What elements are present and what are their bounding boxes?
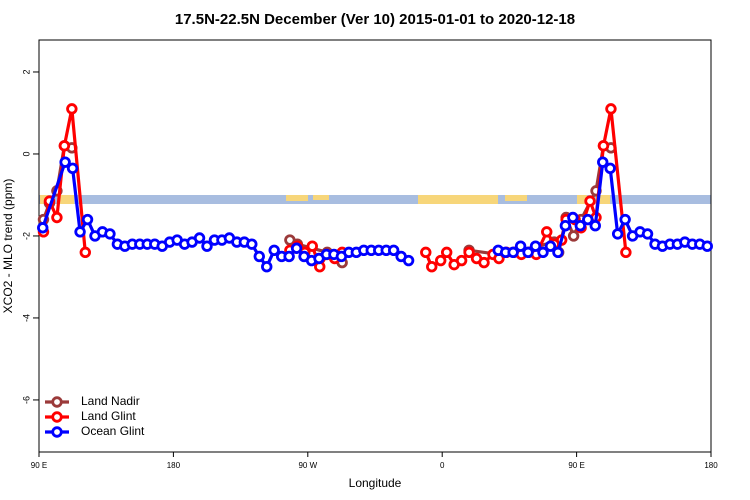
x-tick-label: 180 — [167, 461, 181, 470]
data-point — [701, 240, 713, 252]
y-tick-label: 2 — [21, 69, 31, 74]
y-axis-label: XCO2 - MLO trend (ppm) — [1, 179, 15, 314]
legend-marker — [51, 426, 63, 438]
data-point — [268, 244, 280, 257]
data-point — [584, 195, 596, 207]
data-point — [641, 228, 654, 240]
legend-label: Land Nadir — [81, 394, 140, 408]
data-point — [193, 232, 206, 244]
data-point — [552, 246, 564, 259]
data-point — [201, 240, 213, 252]
data-point — [589, 220, 601, 232]
data-point — [387, 244, 400, 257]
land-patch — [505, 195, 527, 201]
x-tick-label: 180 — [704, 461, 718, 470]
data-point — [81, 213, 94, 226]
data-point — [253, 250, 265, 263]
x-axis-label: Longitude — [349, 476, 402, 490]
data-point — [522, 246, 534, 259]
data-point — [290, 242, 303, 254]
data-point — [435, 254, 447, 267]
data-point — [567, 211, 579, 224]
legend-label: Ocean Glint — [81, 424, 145, 438]
land-patch — [596, 195, 610, 204]
data-point — [283, 250, 295, 263]
data-point — [514, 240, 527, 252]
x-tick-label: 0 — [440, 461, 445, 470]
data-point — [66, 162, 79, 175]
land-patch — [286, 195, 308, 201]
data-point — [611, 228, 624, 240]
data-point — [619, 213, 631, 226]
land-patch — [577, 195, 587, 204]
data-point — [59, 156, 71, 168]
land-patch — [418, 195, 498, 204]
data-point — [261, 261, 273, 273]
y-tick-label: -6 — [21, 396, 31, 404]
data-point — [420, 246, 432, 259]
data-point — [567, 230, 580, 242]
ocean-strip — [39, 195, 711, 204]
y-tick-label: 0 — [21, 151, 31, 156]
chart-title: 17.5N-22.5N December (Ver 10) 2015-01-01… — [175, 11, 575, 28]
x-tick-label: 90 E — [568, 461, 584, 470]
data-point — [582, 213, 594, 226]
data-point — [559, 220, 572, 232]
land-patch — [60, 195, 74, 204]
data-point — [66, 103, 78, 115]
y-tick-label: -4 — [21, 314, 31, 322]
data-point — [58, 140, 71, 152]
data-point — [537, 246, 549, 259]
data-point — [455, 254, 468, 267]
data-point — [574, 220, 587, 232]
y-tick-label: -2 — [21, 232, 31, 240]
data-point — [246, 238, 258, 250]
legend-label: Land Glint — [81, 409, 136, 423]
legend-marker — [51, 396, 63, 408]
data-point — [463, 246, 475, 259]
data-point — [306, 240, 318, 252]
data-point — [402, 254, 415, 267]
data-point — [529, 240, 542, 252]
data-point — [79, 246, 91, 259]
data-point — [440, 246, 453, 259]
data-point — [51, 211, 63, 224]
legend-marker — [51, 411, 63, 423]
data-point — [604, 162, 616, 175]
data-point — [478, 256, 490, 269]
land-ocean-strip — [39, 195, 711, 204]
data-point — [605, 103, 617, 115]
x-tick-label: 90 W — [298, 461, 317, 470]
land-patch — [313, 195, 329, 200]
data-point — [597, 140, 610, 152]
data-point — [426, 261, 438, 273]
data-point — [507, 246, 519, 259]
data-point — [541, 226, 553, 238]
data-point — [544, 240, 557, 252]
x-tick-label: 90 E — [31, 461, 47, 470]
data-point — [37, 222, 49, 234]
data-point — [597, 156, 609, 168]
data-point — [74, 226, 86, 238]
data-point — [620, 246, 632, 259]
data-point — [104, 228, 116, 240]
